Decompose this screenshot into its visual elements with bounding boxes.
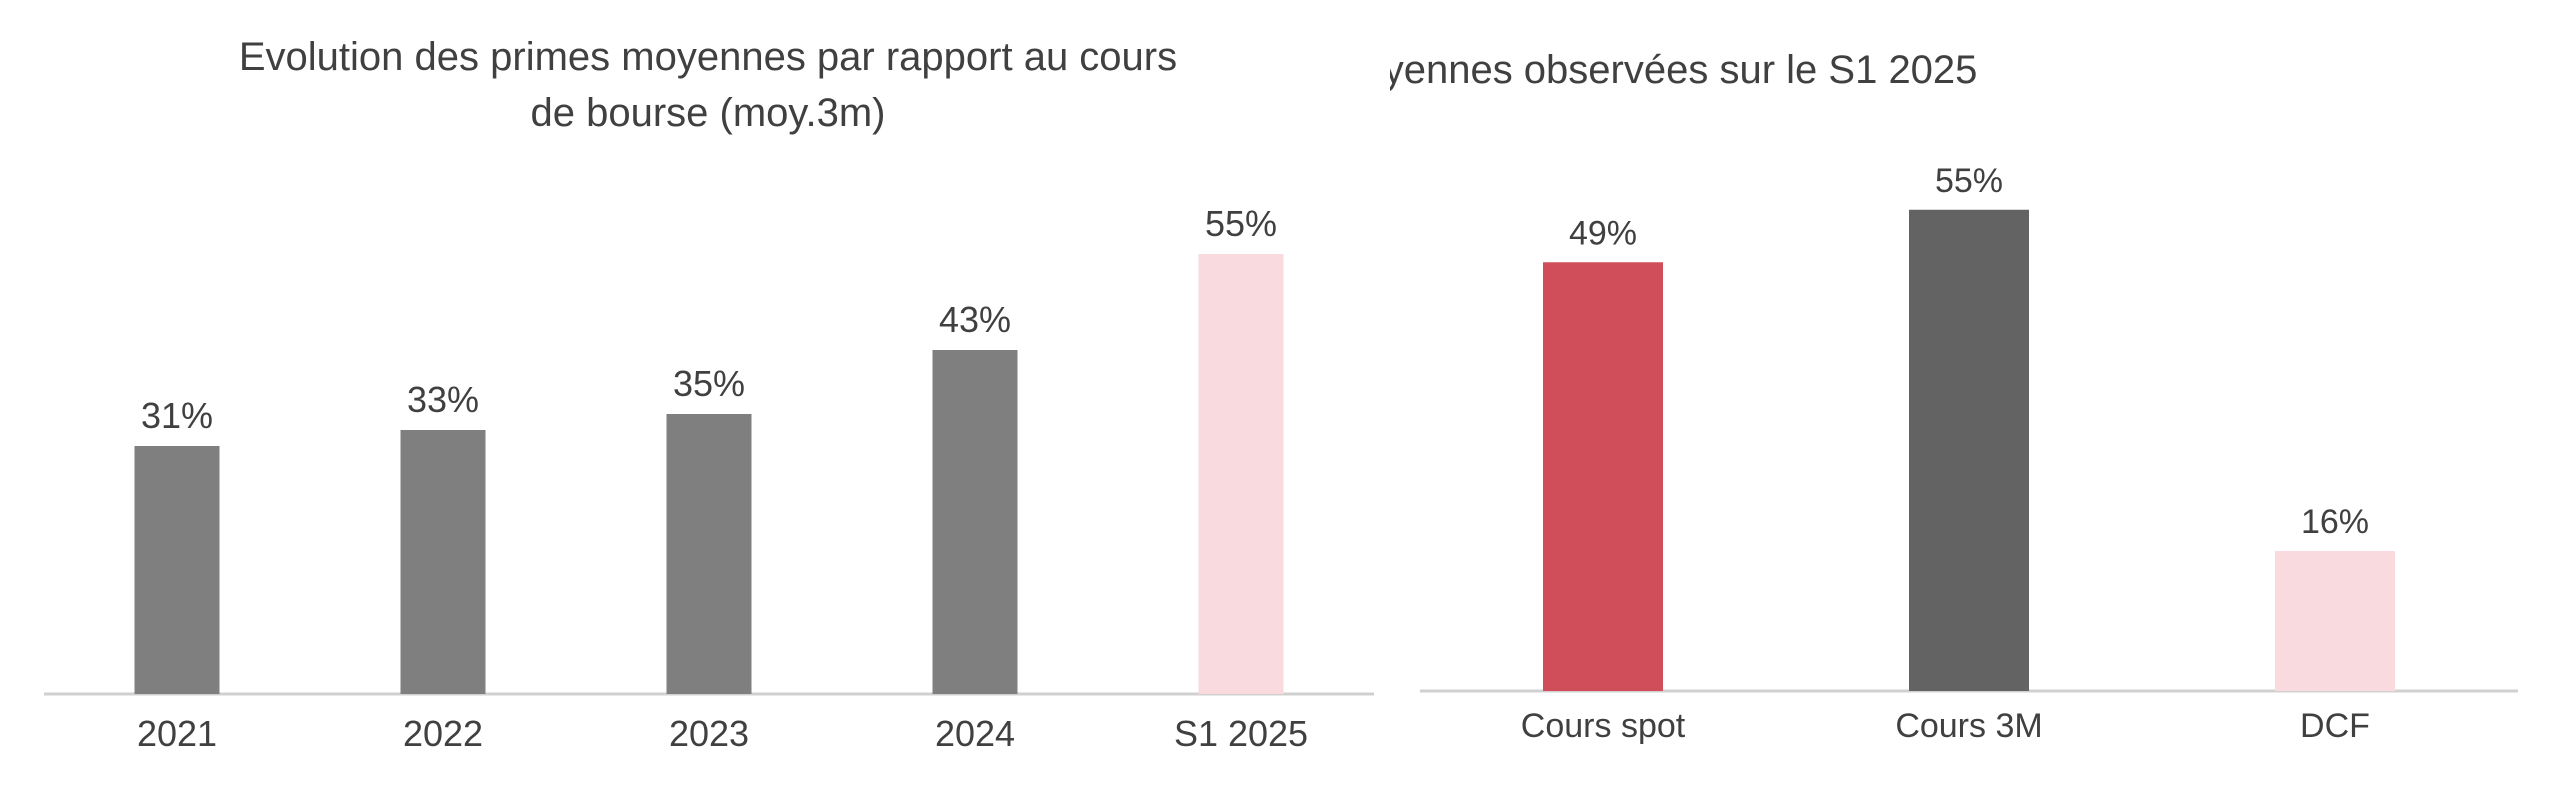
category-label: DCF [2300, 707, 2370, 745]
category-label: 2024 [935, 713, 1015, 754]
category-label: 2021 [137, 713, 217, 754]
data-label: 33% [407, 379, 479, 420]
bar-2024 [932, 350, 1018, 694]
bar-dcf [2275, 551, 2395, 691]
bar-cours-3m [1909, 209, 2029, 691]
bar-s1-2025 [1198, 254, 1284, 694]
chart-title-line: Primes moyennes observées sur le S1 2025 [1390, 48, 1977, 92]
category-label: S1 2025 [1174, 713, 1308, 754]
data-label: 43% [939, 299, 1011, 340]
data-label: 35% [673, 363, 745, 404]
data-label: 31% [141, 395, 213, 436]
premium-s1-2025-chart: Primes moyennes observées sur le S1 2025… [1390, 48, 2518, 745]
bar-2022 [400, 430, 486, 694]
data-label: 16% [2301, 503, 2369, 541]
data-label: 49% [1569, 214, 1637, 252]
data-label: 55% [1935, 162, 2003, 200]
bar-cours-spot [1543, 262, 1663, 691]
chart-title-line: de bourse (moy.3m) [531, 91, 886, 135]
chart-title-line: Evolution des primes moyennes par rappor… [239, 35, 1177, 79]
category-label: Cours spot [1521, 707, 1686, 745]
category-label: Cours 3M [1895, 707, 2042, 745]
bar-2021 [134, 446, 220, 694]
bar-2023 [666, 414, 752, 694]
premium-evolution-chart: Evolution des primes moyennes par rappor… [44, 35, 1374, 754]
category-label: 2023 [669, 713, 749, 754]
data-label: 55% [1205, 203, 1277, 244]
category-label: 2022 [403, 713, 483, 754]
